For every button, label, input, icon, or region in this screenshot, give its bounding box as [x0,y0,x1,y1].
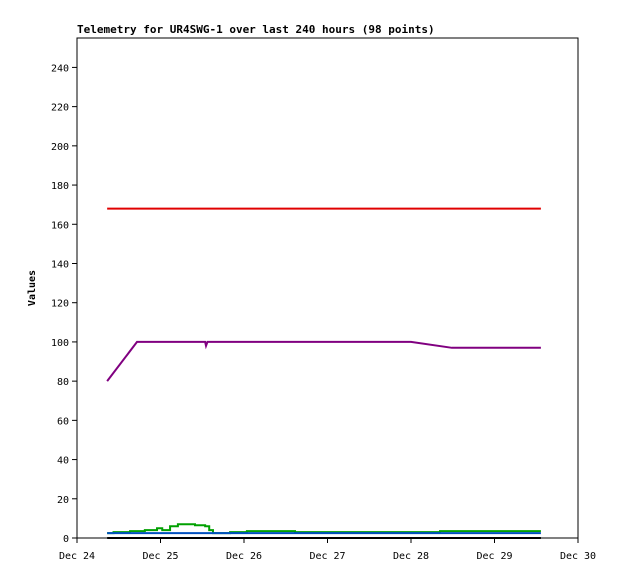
x-tick-label: Dec 30 [560,551,596,562]
x-tick-label: Dec 24 [59,551,95,562]
x-tick-label: Dec 25 [142,551,178,562]
series-line-1 [106,340,541,382]
y-tick-label: 240 [51,63,69,74]
y-tick-label: 200 [51,142,69,153]
x-tick-label: Dec 28 [393,551,429,562]
y-tick-label: 80 [57,377,69,388]
y-tick-label: 180 [51,181,69,192]
y-tick-label: 160 [51,220,69,231]
plot-frame [76,37,579,539]
chart-title: Telemetry for UR4SWG-1 over last 240 hou… [77,23,435,36]
y-tick-label: 0 [63,534,69,545]
y-tick-label: 120 [51,299,69,310]
x-tick-label: Dec 26 [226,551,262,562]
y-tick-label: 40 [57,456,69,467]
y-tick-label: 220 [51,103,69,114]
x-tick-label: Dec 29 [476,551,512,562]
y-tick-label: 20 [57,495,69,506]
y-tick-label: 140 [51,259,69,270]
series-line-2 [107,523,541,535]
y-axis-label: Values [27,270,38,306]
y-tick-label: 60 [57,416,69,427]
y-tick-label: 100 [51,338,69,349]
x-tick-label: Dec 27 [309,551,345,562]
